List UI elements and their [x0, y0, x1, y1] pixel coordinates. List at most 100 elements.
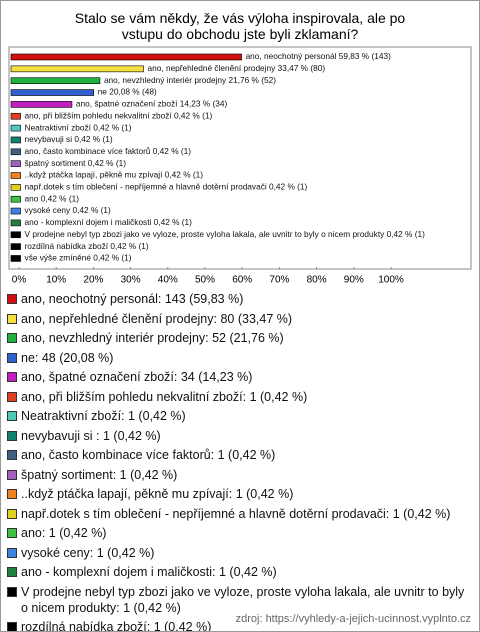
- legend-item: ..když ptáčka lapají, pěkně mu zpívají: …: [7, 486, 469, 502]
- bar-label: ano, nevzhledný interiér prodejny 21,76 …: [104, 75, 276, 85]
- bar: [10, 77, 101, 84]
- legend-swatch: [7, 430, 17, 441]
- bar-label: ano, neochotný personál 59,83 % (143): [246, 51, 392, 61]
- bar-label: špatný sortiment 0,42 % (1): [25, 158, 127, 168]
- x-tick-label: 100%: [378, 275, 404, 286]
- legend-swatch: [7, 372, 17, 382]
- bar-label: např.dotek s tím oblečení - nepříjemné a…: [25, 182, 308, 192]
- bar-label: ano, špatné označení zboží 14,23 % (34): [76, 99, 228, 109]
- source: zdroj: https://vyhledy-a-jejich-ucinnost…: [235, 613, 471, 625]
- legend-item: ano, nepřehledné členění prodejny: 80 (3…: [7, 311, 469, 327]
- bar-label: ne 20,08 % (48): [98, 87, 157, 97]
- bar: [10, 219, 21, 227]
- legend: ano, neochotný personál: 143 (59,83 %) an…: [7, 291, 469, 632]
- legend-label: ano - komplexní dojem i maličkosti: 1 (0…: [21, 565, 277, 579]
- legend-item: ne: 48 (20,08 %): [7, 350, 469, 366]
- legend-swatch: [7, 411, 17, 421]
- bar-label: ano, často kombinace více faktorů 0,42 %…: [25, 146, 192, 156]
- legend-swatch: [7, 528, 17, 538]
- legend-item: ano, často kombinace více faktorů: 1 (0,…: [7, 447, 469, 463]
- bar: [10, 112, 21, 120]
- legend-item: vysoké ceny: 1 (0,42 %): [7, 545, 469, 561]
- legend-swatch: [7, 352, 17, 363]
- x-tick-label: 50%: [195, 275, 215, 286]
- x-tick-label: 80%: [307, 275, 327, 286]
- legend-label: ano, neochotný personál: 143 (59,83 %): [21, 292, 244, 306]
- legend-swatch: [7, 622, 17, 631]
- bar: [10, 172, 21, 179]
- legend-item: špatný sortiment: 1 (0,42 %): [7, 467, 469, 483]
- legend-label: špatný sortiment: 1 (0,42 %): [21, 467, 178, 482]
- legend-label: V prodejne nebyl typ zbozi jako ve vyloz…: [21, 584, 465, 615]
- legend-swatch: [7, 567, 17, 577]
- legend-item: V prodejne nebyl typ zbozi jako ve vyloz…: [7, 584, 469, 616]
- x-tick-label: 30%: [121, 275, 141, 286]
- legend-label: vysoké ceny: 1 (0,42 %): [21, 545, 155, 560]
- legend-label: ano, nepřehledné členění prodejny: 80 (3…: [21, 311, 293, 326]
- legend-swatch: [7, 313, 17, 324]
- x-tick-label: 0%: [12, 275, 27, 286]
- bar-label: nevybavuji si 0,42 % (1): [25, 134, 113, 144]
- bar: [10, 207, 21, 215]
- x-tick-label: 90%: [344, 275, 364, 286]
- bar: [10, 195, 21, 203]
- bar: [10, 148, 21, 156]
- bar: [10, 89, 94, 96]
- x-tick-label: 10%: [46, 275, 66, 286]
- legend-item: rozdílná nabídka zboží: 1 (0,42 %): [7, 619, 469, 632]
- legend-label: rozdílná nabídka zboží: 1 (0,42 %): [21, 620, 212, 632]
- legend-item: ano, nevzhledný interiér prodejny: 52 (2…: [7, 330, 469, 346]
- legend-label: nevybavuji si : 1 (0,42 %): [21, 428, 161, 443]
- legend-label: ano, špatné označení zboží: 34 (14,23 %): [21, 370, 253, 384]
- legend-label: Neatraktivní zboží: 1 (0,42 %): [21, 409, 186, 423]
- legend-swatch: [7, 294, 17, 304]
- chart: Stalo se vám někdy, že vás výloha inspir…: [8, 10, 472, 286]
- bar: [10, 53, 242, 61]
- legend-label: ano, při bližším pohledu nekvalitní zbož…: [21, 389, 308, 404]
- bar-label: Neatraktivní zboží 0,42 % (1): [25, 122, 132, 132]
- bar-label: vysoké ceny 0,42 % (1): [25, 205, 111, 215]
- bar: [10, 160, 21, 167]
- bar: [10, 136, 21, 144]
- legend-label: ano, často kombinace více faktorů: 1 (0,…: [21, 448, 276, 462]
- bar-label: ano - komplexní dojem i maličkosti 0,42 …: [25, 217, 193, 227]
- x-tick-label: 70%: [269, 275, 289, 286]
- x-tick-label: 60%: [232, 275, 252, 286]
- legend-label: ..když ptáčka lapají, pěkně mu zpívají: …: [21, 487, 294, 501]
- bar: [10, 124, 21, 132]
- bar: [10, 255, 21, 262]
- bar-label: ano, nepřehledné členění prodejny 33,47 …: [148, 63, 326, 73]
- legend-swatch: [7, 391, 17, 402]
- legend-swatch: [7, 450, 17, 460]
- legend-swatch: [7, 547, 17, 558]
- bar: [10, 231, 21, 239]
- legend-item: ano - komplexní dojem i maličkosti: 1 (0…: [7, 564, 469, 580]
- bar-label: V prodejne nebyl typ zbozi jako ve vyloz…: [25, 229, 426, 239]
- legend-swatch: [7, 333, 17, 343]
- plot-frame: [8, 46, 472, 270]
- chart-title: Stalo se vám někdy, že vás výloha inspir…: [75, 10, 406, 42]
- bar-label: vše výše zmíněné 0,42 % (1): [25, 253, 132, 263]
- legend-swatch: [7, 586, 17, 597]
- x-tick-label: 40%: [158, 275, 178, 286]
- legend-item: ano, špatné označení zboží: 34 (14,23 %): [7, 369, 469, 385]
- legend-item: ano: 1 (0,42 %): [7, 525, 469, 541]
- legend-label: např.dotek s tím oblečení - nepříjemné a…: [21, 506, 451, 521]
- bar-label: ..když ptáčka lapají, pěkně mu zpívají 0…: [25, 170, 204, 180]
- bar: [10, 184, 21, 191]
- legend-label: ne: 48 (20,08 %): [21, 350, 114, 365]
- bar-label: ano, při bližším pohledu nekvalitní zbož…: [25, 110, 213, 120]
- bar: [10, 65, 144, 73]
- x-tick-label: 20%: [83, 275, 103, 286]
- legend-item: např.dotek s tím oblečení - nepříjemné a…: [7, 506, 469, 522]
- legend-swatch: [7, 489, 17, 499]
- legend-item: ano, při bližším pohledu nekvalitní zbož…: [7, 389, 469, 405]
- legend-label: ano, nevzhledný interiér prodejny: 52 (2…: [21, 331, 284, 345]
- legend-swatch: [7, 469, 17, 480]
- bar: [10, 101, 73, 108]
- legend-item: ano, neochotný personál: 143 (59,83 %): [7, 291, 469, 307]
- legend-swatch: [7, 508, 17, 519]
- bar-label: rozdílná nabídka zboží 0,42 % (1): [25, 241, 149, 251]
- legend-item: Neatraktivní zboží: 1 (0,42 %): [7, 408, 469, 424]
